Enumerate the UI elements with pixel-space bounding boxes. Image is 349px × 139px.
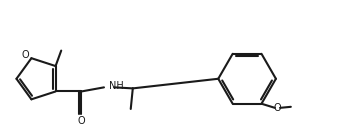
Text: O: O <box>22 50 30 60</box>
Text: NH: NH <box>109 81 123 91</box>
Text: O: O <box>77 116 85 126</box>
Text: O: O <box>274 103 281 113</box>
